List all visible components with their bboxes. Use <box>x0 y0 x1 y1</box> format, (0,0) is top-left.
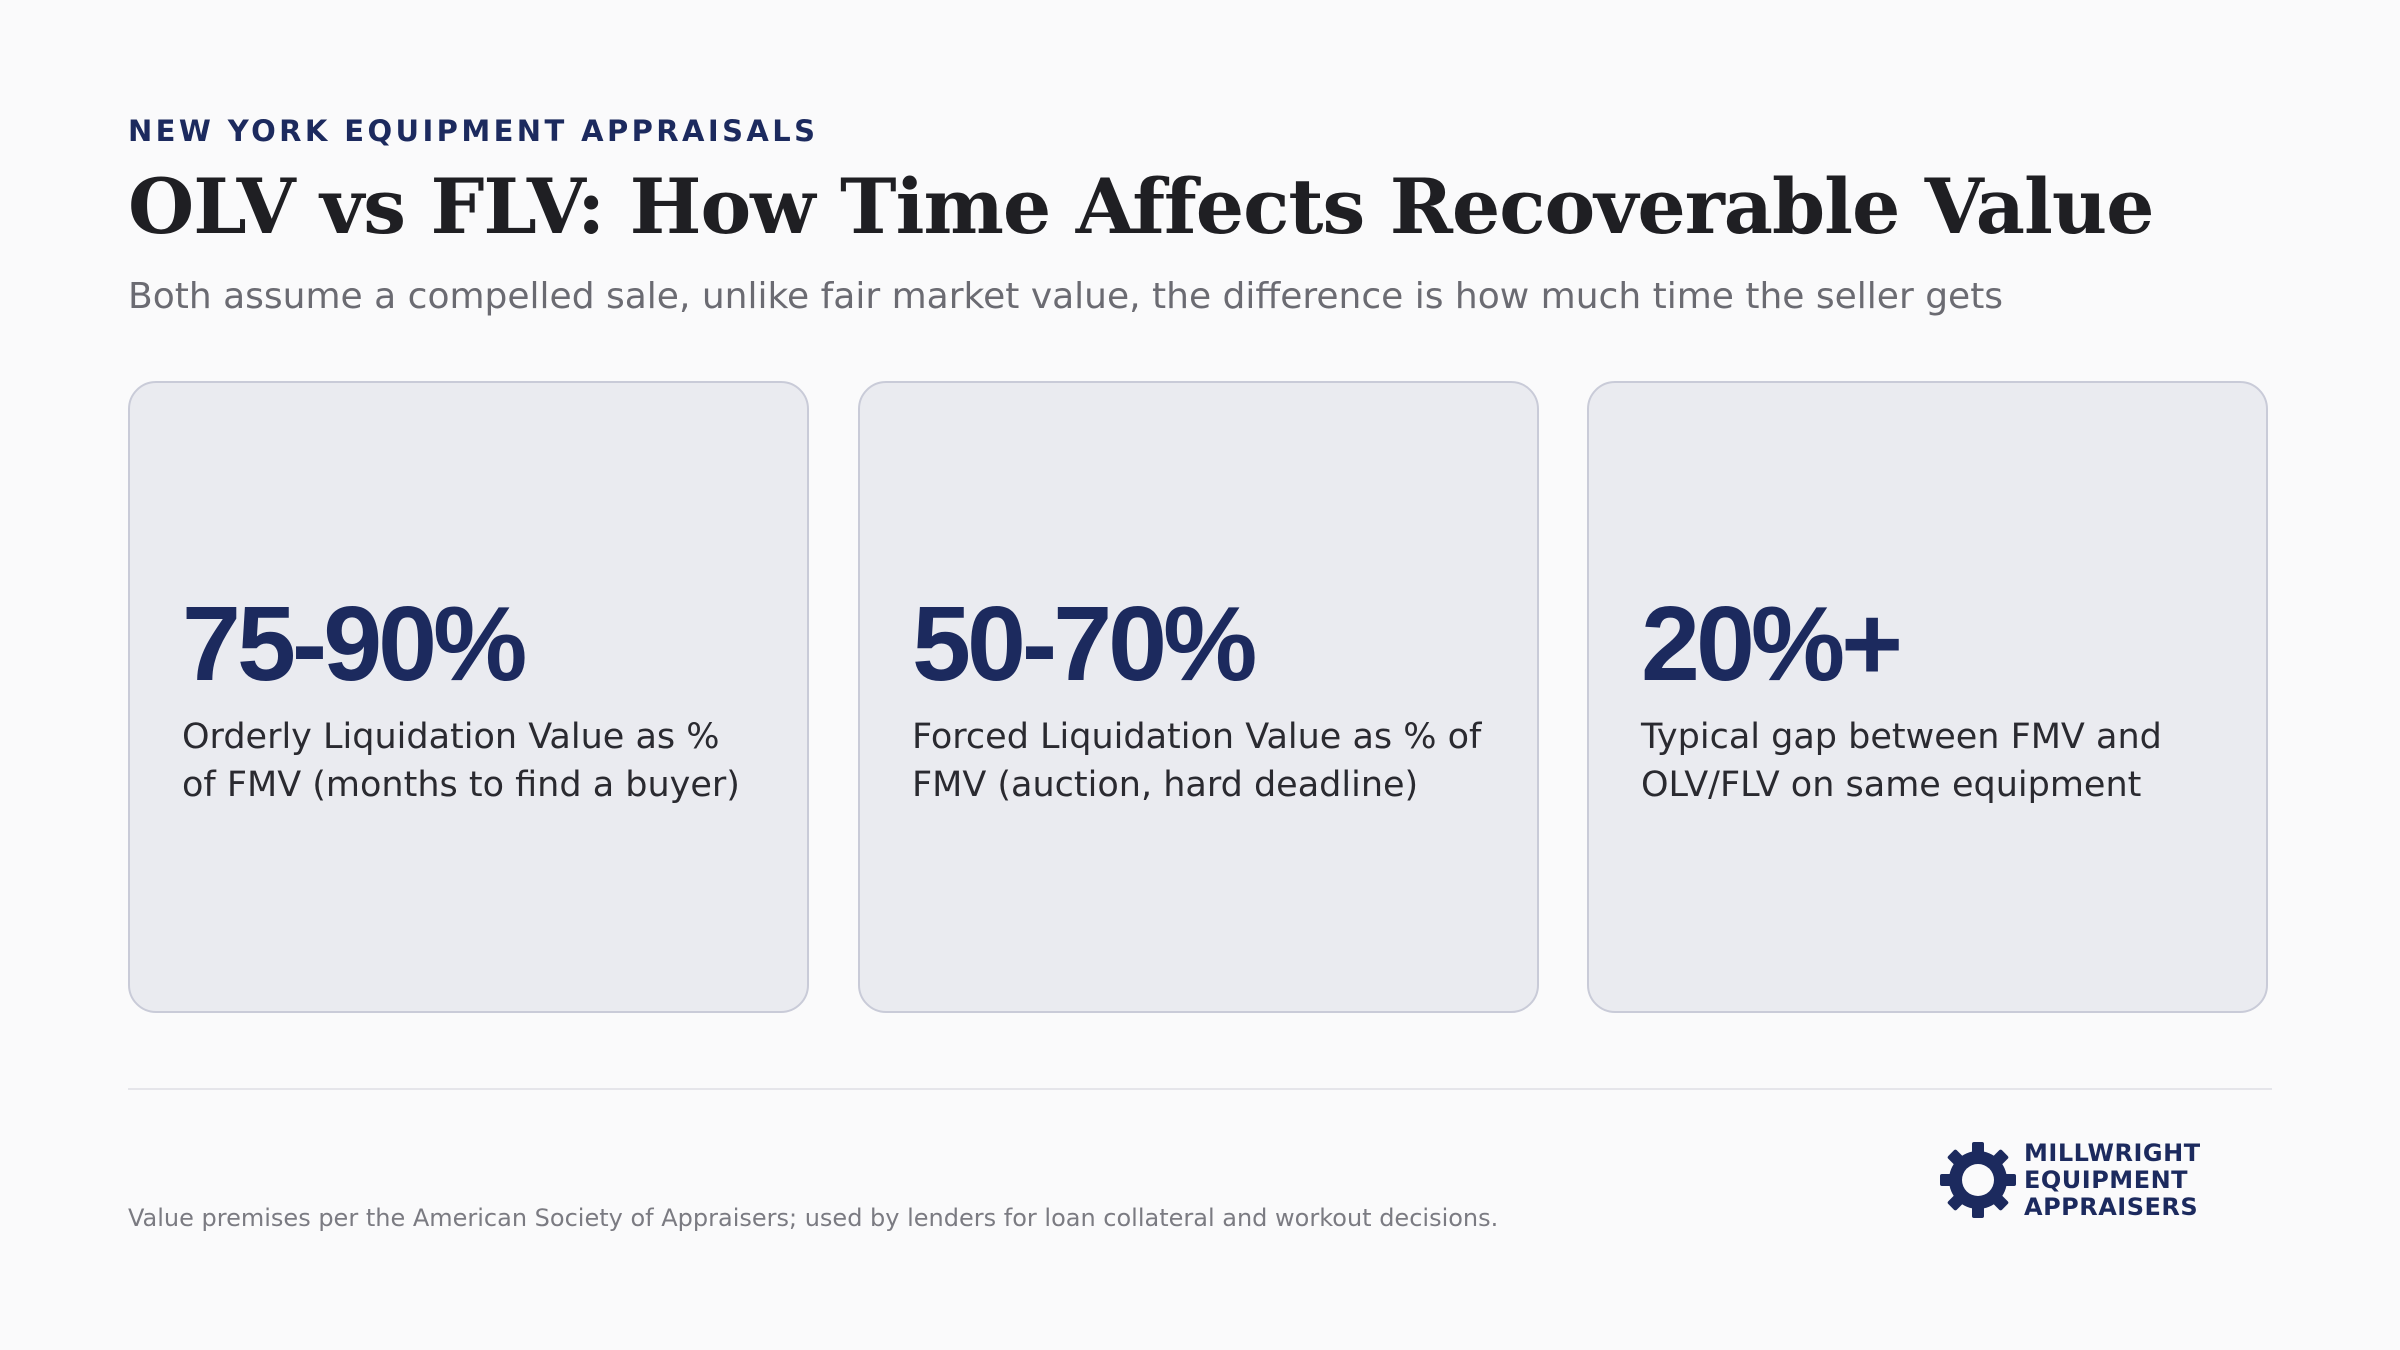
stat-value: 20%+ <box>1641 585 1903 703</box>
eyebrow-label: NEW YORK EQUIPMENT APPRAISALS <box>128 114 819 148</box>
stat-description: Forced Liquidation Value as % of FMV (au… <box>912 717 1482 805</box>
stat-value: 50-70% <box>912 585 1257 703</box>
stat-value: 75-90% <box>182 585 527 703</box>
gear-icon <box>1940 1142 2016 1218</box>
logo-line-1: MILLWRIGHT <box>2024 1139 2201 1167</box>
stat-card-flv: 50-70% Forced Liquidation Value as % of … <box>858 381 1539 1013</box>
page-title: OLV vs FLV: How Time Affects Recoverable… <box>128 162 2155 251</box>
stat-description: Orderly Liquidation Value as % of FMV (m… <box>182 717 740 805</box>
logo-line-3: APPRAISERS <box>2024 1193 2199 1221</box>
logo-line-2: EQUIPMENT <box>2024 1166 2189 1194</box>
stat-card-gap: 20%+ Typical gap between FMV and OLV/FLV… <box>1587 381 2268 1013</box>
footnote: Value premises per the American Society … <box>128 1204 1499 1232</box>
page-subtitle: Both assume a compelled sale, unlike fai… <box>128 276 2004 317</box>
stat-description: Typical gap between FMV and OLV/FLV on s… <box>1641 717 2162 805</box>
footer-divider <box>128 1088 2272 1090</box>
logo-wordmark: MILLWRIGHT EQUIPMENT APPRAISERS <box>2024 1140 2201 1221</box>
stat-card-olv: 75-90% Orderly Liquidation Value as % of… <box>128 381 809 1013</box>
company-logo: MILLWRIGHT EQUIPMENT APPRAISERS <box>1940 1140 2260 1221</box>
